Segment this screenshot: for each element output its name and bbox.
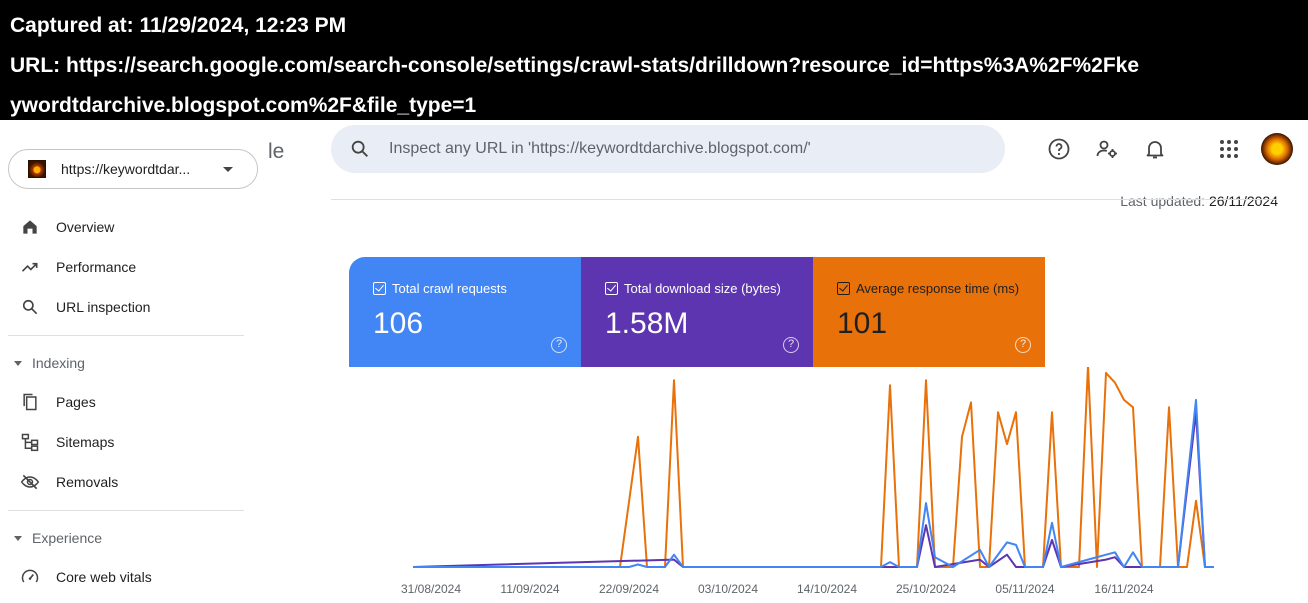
sitemap-icon	[21, 433, 39, 452]
checkbox-checked-icon[interactable]	[605, 282, 618, 295]
checkbox-checked-icon[interactable]	[837, 282, 850, 295]
help-circle-icon[interactable]: ?	[783, 337, 799, 353]
section-label: Experience	[32, 530, 103, 546]
nav-divider	[8, 510, 244, 511]
search-console-app: https://keywordtdar... le Overview Perfo…	[0, 120, 1308, 603]
collapse-triangle-icon	[14, 360, 22, 366]
x-tick-label: 31/08/2024	[401, 582, 461, 596]
apps-grid-icon[interactable]	[1217, 137, 1241, 161]
capture-banner: Captured at: 11/29/2024, 12:23 PM URL: h…	[0, 0, 1308, 120]
pages-icon	[23, 393, 37, 411]
speedometer-icon	[21, 569, 39, 583]
x-tick-label: 25/10/2024	[896, 582, 956, 596]
help-circle-icon[interactable]: ?	[1015, 337, 1031, 353]
nav-divider	[8, 335, 244, 336]
sidebar-item-removals[interactable]: Removals	[0, 462, 260, 502]
section-label: Indexing	[32, 355, 85, 371]
series-line-total-crawl-requests[interactable]	[413, 398, 1214, 568]
sidebar-item-label: URL inspection	[56, 299, 151, 315]
x-tick-label: 16/11/2024	[1094, 582, 1153, 596]
property-name: https://keywordtdar...	[61, 161, 191, 177]
product-logo-fragment: le	[268, 140, 285, 163]
sidebar-item-pages[interactable]: Pages	[0, 382, 260, 422]
x-tick-label: 03/10/2024	[698, 582, 758, 596]
property-selector[interactable]: https://keywordtdar...	[8, 149, 258, 189]
collapse-triangle-icon	[14, 535, 22, 541]
metric-average-response-time[interactable]: Average response time (ms) 101 ?	[813, 257, 1045, 367]
metric-total-download-size[interactable]: Total download size (bytes) 1.58M ?	[581, 257, 813, 367]
search-icon	[22, 299, 38, 315]
metric-total-crawl-requests[interactable]: Total crawl requests 106 ?	[349, 257, 581, 367]
metric-label: Total crawl requests	[392, 281, 507, 296]
header-divider	[331, 199, 1277, 200]
manage-users-icon[interactable]	[1095, 137, 1119, 161]
help-circle-icon[interactable]: ?	[551, 337, 567, 353]
chevron-down-icon	[223, 166, 233, 172]
url-inspection-search[interactable]	[331, 125, 1005, 173]
series-line-average-response-time-ms[interactable]	[413, 367, 1214, 568]
search-icon	[351, 140, 368, 157]
metric-value: 101	[837, 307, 888, 340]
sidebar-item-core-web-vitals[interactable]: Core web vitals	[0, 557, 260, 597]
section-experience-toggle[interactable]: Experience	[0, 519, 260, 557]
sidebar-item-label: Removals	[56, 474, 119, 490]
checkbox-checked-icon[interactable]	[373, 282, 386, 295]
notifications-icon[interactable]	[1143, 137, 1167, 161]
sidebar-item-overview[interactable]: Overview	[0, 207, 260, 247]
x-tick-label: 05/11/2024	[995, 582, 1054, 596]
capture-url-continued: ywordtdarchive.blogspot.com%2F&file_type…	[10, 94, 477, 117]
sidebar-item-label: Pages	[56, 394, 96, 410]
sidebar-item-label: Sitemaps	[56, 434, 115, 450]
last-updated-value: 26/11/2024	[1208, 193, 1278, 209]
crawl-stats-card: Total crawl requests 106 ? Total downloa…	[349, 257, 1261, 603]
visibility-off-icon	[20, 474, 40, 490]
property-favicon-icon	[28, 160, 46, 178]
sidebar-item-performance[interactable]: Performance	[0, 247, 260, 287]
x-tick-label: 11/09/2024	[500, 582, 559, 596]
trending-up-icon	[21, 262, 38, 272]
sidebar-item-url-inspection[interactable]: URL inspection	[0, 287, 260, 327]
x-tick-label: 22/09/2024	[599, 582, 659, 596]
metric-value: 106	[373, 307, 424, 340]
search-input[interactable]	[389, 140, 989, 158]
metric-label: Total download size (bytes)	[624, 281, 781, 296]
metric-label: Average response time (ms)	[856, 281, 1020, 296]
last-updated: Last updated: 26/11/2024	[1080, 193, 1278, 209]
home-icon	[23, 220, 37, 234]
capture-timestamp: Captured at: 11/29/2024, 12:23 PM	[10, 14, 347, 37]
crawl-stats-chart[interactable]: 31/08/2024 11/09/2024 22/09/2024 03/10/2024…	[349, 367, 1261, 603]
last-updated-label: Last updated:	[1120, 193, 1206, 209]
sidebar-nav: Overview Performance URL inspection Inde…	[0, 207, 260, 597]
capture-url: URL: https://search.google.com/search-co…	[10, 54, 1140, 77]
sidebar-item-label: Core web vitals	[56, 569, 152, 585]
help-icon[interactable]	[1047, 137, 1071, 161]
account-avatar[interactable]	[1261, 133, 1293, 165]
section-indexing-toggle[interactable]: Indexing	[0, 344, 260, 382]
sidebar-item-label: Performance	[56, 259, 137, 275]
sidebar-item-label: Overview	[56, 219, 115, 235]
x-tick-label: 14/10/2024	[797, 582, 857, 596]
sidebar-item-sitemaps[interactable]: Sitemaps	[0, 422, 260, 462]
metric-value: 1.58M	[605, 307, 689, 340]
